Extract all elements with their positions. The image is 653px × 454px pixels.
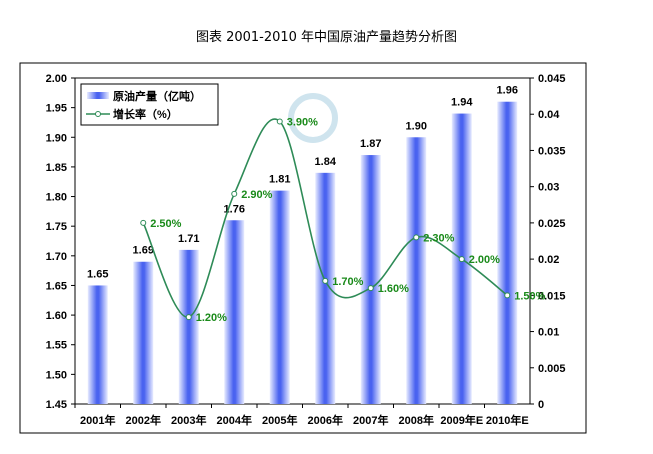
legend-label-output: 原油产量（亿吨） bbox=[113, 89, 201, 103]
x-tick-label: 2001年 bbox=[80, 413, 115, 427]
legend bbox=[80, 83, 219, 126]
growth-value-label: 2.90% bbox=[241, 189, 272, 201]
y-right-tick-label: 0.03 bbox=[538, 182, 559, 194]
y-right-tick-label: 0.04 bbox=[538, 109, 560, 121]
bar-value-label: 1.71 bbox=[178, 233, 199, 245]
growth-point bbox=[504, 292, 511, 299]
y-left-tick-label: 1.95 bbox=[46, 103, 67, 115]
growth-value-label: 2.30% bbox=[423, 232, 454, 244]
x-tick-label: 2003年 bbox=[171, 413, 206, 427]
y-right-tick-label: 0 bbox=[538, 399, 544, 411]
growth-point bbox=[185, 314, 192, 321]
bar-value-label: 1.94 bbox=[451, 97, 473, 109]
bar-value-label: 1.81 bbox=[269, 174, 290, 186]
x-tick-label: 2007年 bbox=[353, 413, 388, 427]
y-right-tick-label: 0.005 bbox=[538, 363, 566, 375]
bar bbox=[224, 220, 245, 404]
y-left-tick-label: 1.70 bbox=[46, 251, 67, 263]
bar-value-label: 1.90 bbox=[406, 120, 427, 132]
growth-point bbox=[413, 234, 420, 241]
growth-point bbox=[276, 118, 283, 125]
bar bbox=[406, 137, 427, 405]
growth-point bbox=[322, 277, 329, 284]
x-tick-label: 2006年 bbox=[308, 413, 343, 427]
bar bbox=[178, 249, 199, 404]
bar bbox=[315, 172, 336, 404]
y-left-tick-label: 1.45 bbox=[46, 399, 67, 411]
y-right-tick-label: 0.045 bbox=[538, 73, 566, 85]
bar bbox=[133, 261, 154, 404]
growth-value-label: 1.50% bbox=[514, 290, 545, 302]
x-tick-label: 2002年 bbox=[126, 413, 161, 427]
growth-value-label: 3.90% bbox=[287, 116, 318, 128]
chart-frame bbox=[19, 62, 587, 434]
y-left-tick-label: 1.65 bbox=[46, 280, 67, 292]
y-left-tick-label: 1.60 bbox=[46, 310, 67, 322]
growth-point bbox=[367, 285, 374, 292]
x-tick-label: 2009年E bbox=[440, 413, 483, 427]
bar bbox=[360, 155, 381, 404]
bar bbox=[497, 101, 518, 404]
bar-value-label: 1.96 bbox=[497, 85, 518, 97]
watermark-logo bbox=[288, 93, 338, 143]
bar bbox=[269, 190, 290, 404]
growth-value-label: 1.60% bbox=[378, 283, 409, 295]
legend-label-growth: 增长率（%） bbox=[113, 107, 178, 121]
y-right-tick-label: 0.02 bbox=[538, 254, 559, 266]
y-left-tick-label: 1.75 bbox=[46, 221, 67, 233]
bar-value-label: 1.69 bbox=[133, 245, 154, 257]
y-left-tick-label: 2.00 bbox=[46, 73, 67, 85]
bar-value-label: 1.84 bbox=[315, 156, 337, 168]
growth-value-label: 1.20% bbox=[196, 312, 227, 324]
growth-value-label: 1.70% bbox=[332, 276, 363, 288]
y-right-tick-label: 0.035 bbox=[538, 145, 566, 157]
legend-line-marker bbox=[95, 111, 101, 117]
chart-title: 图表 2001-2010 年中国原油产量趋势分析图 bbox=[195, 30, 458, 45]
bar-value-label: 1.87 bbox=[360, 138, 381, 150]
bar-value-label: 1.65 bbox=[87, 268, 108, 280]
x-tick-label: 2010年E bbox=[486, 413, 529, 427]
growth-line bbox=[142, 118, 508, 318]
growth-value-label: 2.50% bbox=[150, 218, 181, 230]
x-tick-label: 2008年 bbox=[399, 413, 434, 427]
y-left-tick-label: 1.85 bbox=[46, 162, 67, 174]
growth-value-label: 2.00% bbox=[469, 254, 500, 266]
bar bbox=[87, 285, 108, 404]
y-left-tick-label: 1.55 bbox=[46, 340, 67, 352]
x-tick-label: 2004年 bbox=[217, 413, 252, 427]
y-right-tick-label: 0.015 bbox=[538, 290, 566, 302]
y-right-tick-label: 0.025 bbox=[538, 218, 566, 230]
y-left-tick-label: 1.90 bbox=[46, 132, 67, 144]
growth-point bbox=[140, 219, 147, 226]
growth-point bbox=[231, 190, 238, 197]
y-left-tick-label: 1.80 bbox=[46, 192, 67, 204]
y-right-tick-label: 0.01 bbox=[538, 327, 559, 339]
y-left-tick-label: 1.50 bbox=[46, 369, 67, 381]
x-tick-label: 2005年 bbox=[262, 413, 297, 427]
growth-point bbox=[458, 256, 465, 263]
legend-bar-swatch bbox=[87, 92, 109, 99]
